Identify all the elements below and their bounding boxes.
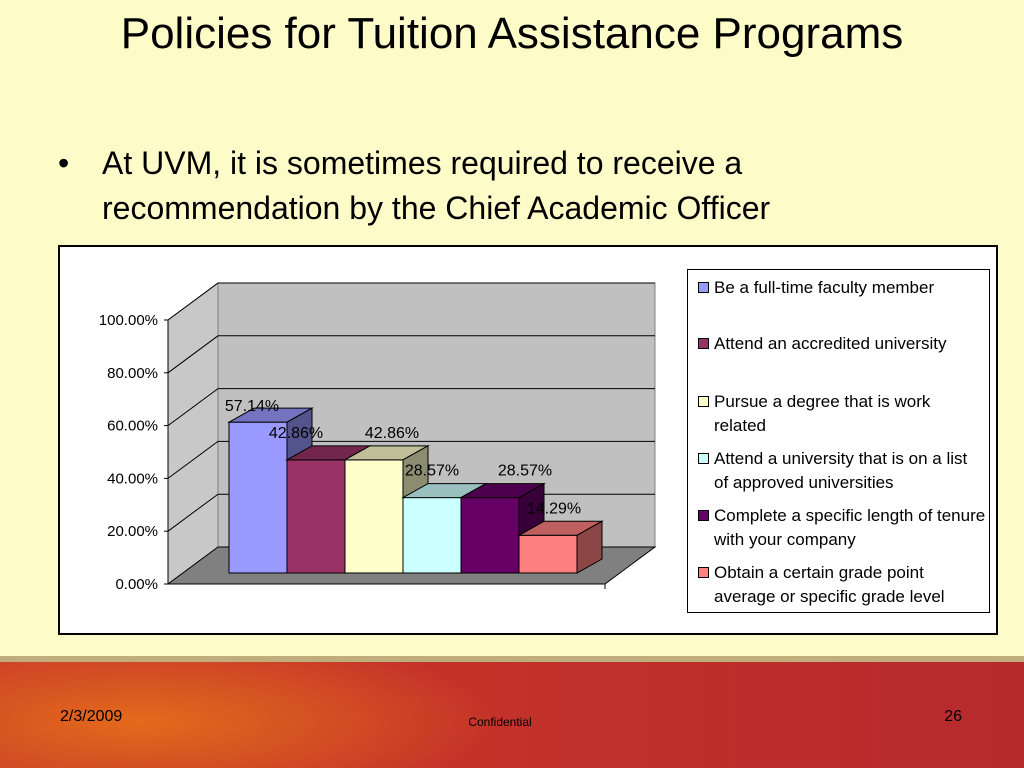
data-label: 28.57% [498,463,552,480]
bullet-dot: • [58,145,70,181]
footer-date: 2/3/2009 [60,708,123,725]
data-label: 42.86% [365,425,419,442]
y-tick-label: 100.00% [99,312,158,329]
footer-confidential: Confidential [468,715,532,729]
bullet-point: • At UVM, it is sometimes required to rec… [58,141,988,231]
footer-divider [0,656,1024,665]
data-label: 42.86% [269,425,323,442]
y-tick-label: 0.00% [115,576,158,593]
y-tick-label: 80.00% [107,365,158,382]
chart-container: 0.00% 20.00% 40.00% 60.00% 80.00% 100.00% 57.1… [58,245,998,635]
gridline [167,282,655,321]
gridline [167,440,655,479]
page-number: 26 [944,708,962,725]
legend-label: Attend an accredited university [714,334,947,353]
bar-front [286,459,346,574]
bar-front [228,421,288,574]
bar-side [576,520,603,574]
bar-front [402,497,462,574]
data-label: 57.14% [225,398,279,415]
chart-legend: Be a full-time faculty member Attend an a… [687,269,990,613]
legend-swatch [698,567,709,578]
data-label: 28.57% [405,463,459,480]
legend-swatch [698,338,709,349]
legend-label: Be a full-time faculty member [714,278,935,297]
data-label: 14.29% [527,500,581,517]
gridline [167,335,655,374]
legend-swatch [698,453,709,464]
y-tick-label: 20.00% [107,523,158,540]
bar-chart: 0.00% 20.00% 40.00% 60.00% 80.00% 100.00% 57.1… [99,282,657,593]
bullet-text: At UVM, it is sometimes required to rece… [102,145,771,226]
footer-band [0,662,1024,768]
chart-side-wall [167,282,219,585]
y-tick-label: 60.00% [107,418,158,435]
legend-label: Attend a university that is on a list of… [714,449,968,492]
bar-front [518,534,578,574]
legend-swatch [698,282,709,293]
legend-label: Pursue a degree that is work related [714,392,931,435]
y-tick-label: 40.00% [107,470,158,487]
bar-front [344,459,404,574]
legend-swatch [698,510,709,521]
legend-swatch [698,396,709,407]
bar-front [460,497,520,574]
gridline [167,388,655,427]
legend-label: Complete a specific length of tenure wit… [714,506,986,549]
slide-title: Policies for Tuition Assistance Programs [120,9,904,58]
legend-label: Obtain a certain grade point average or … [714,563,945,606]
